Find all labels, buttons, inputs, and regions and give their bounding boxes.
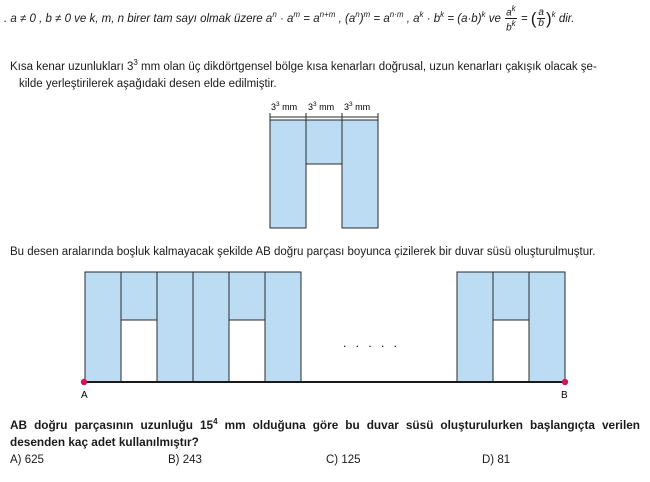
option-b[interactable]: B) 243 [168,454,202,466]
rule-end: dir. [558,12,575,25]
continuation-dots: . . . . . [343,336,400,350]
wall-motif-2-right [264,271,302,383]
dimension-label-1: 33 mm [271,101,297,112]
rule-product: an · am = an+m [265,10,336,25]
wall-motif-last-middle [492,271,530,321]
motif-left-rect [269,119,307,229]
problem-paragraph-2: Bu desen aralarında boşluk kalmayacak şe… [10,246,596,258]
bullet: . [4,12,8,25]
rule-intro: a ≠ 0 , b ≠ 0 ve k, m, n birer tam sayı … [10,12,263,25]
rule-quotient: ak bk = (a b)k [505,4,556,34]
question-text: AB doğru parçasının uzunluğu 154 mm oldu… [10,417,641,449]
point-b-marker [561,378,569,386]
wall-motif-2-middle [228,271,266,321]
wall-motif-2-left [192,271,230,383]
exponent-rules-line: . a ≠ 0 , b ≠ 0 ve k, m, n birer tam say… [4,4,575,34]
rule-power: (an)m = an·m [345,10,404,25]
option-d[interactable]: D) 81 [482,454,511,466]
point-a-label: A [81,390,88,401]
wall-motif-last-left [456,271,494,383]
point-a-marker [80,378,88,386]
dimension-label-2: 33 mm [308,101,334,112]
motif-right-rect [341,119,379,229]
wall-figure: . . . . . A B [80,271,569,401]
wall-motif-1-left [84,271,122,383]
dimension-label-3: 33 mm [344,101,370,112]
rule-product-power: ak · bk = (a·b)k [413,10,486,25]
point-b-label: B [561,390,568,401]
option-a[interactable]: A) 625 [10,454,44,466]
wall-motif-1-middle [120,271,158,321]
problem-paragraph-1: Kısa kenar uzunlukları 33 mm olan üç dik… [10,58,597,90]
wall-motif-1-right [156,271,194,383]
wall-motif-last-right [528,271,566,383]
motif-figure: 33 mm 33 mm 33 mm [269,101,379,229]
option-c[interactable]: C) 125 [326,454,361,466]
motif-middle-rect [305,119,343,165]
